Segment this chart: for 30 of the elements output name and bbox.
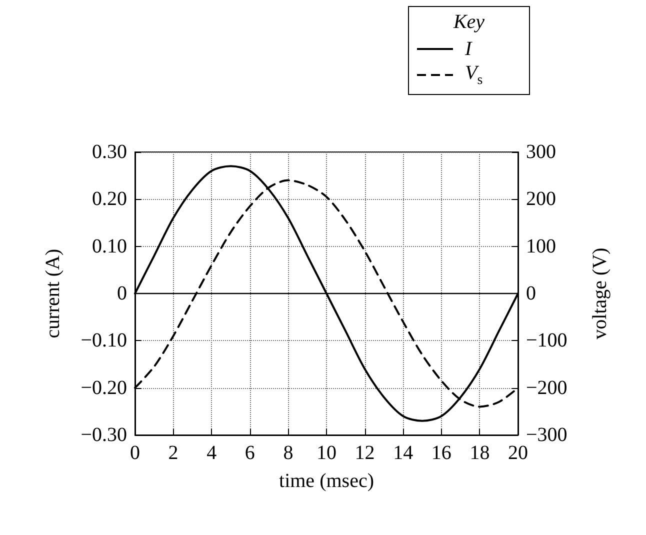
x-tick-label: 20: [508, 442, 528, 464]
y-tick-label: 0.20: [92, 188, 127, 210]
y2-tick-label: 0: [526, 282, 536, 304]
legend-label: I: [465, 38, 472, 60]
x-tick-label: 2: [168, 442, 178, 464]
y2-tick-label: −300: [526, 424, 568, 446]
y2-tick-label: 300: [526, 141, 556, 163]
x-tick-label: 14: [393, 442, 414, 464]
legend-label: V$_{s}$: [465, 62, 483, 88]
y-tick-label: 0: [117, 282, 127, 304]
x-axis-title: time (msec): [279, 470, 374, 492]
y-tick-label: 0.30: [92, 141, 127, 163]
y2-tick-label: −100: [526, 330, 568, 352]
y-tick-label: −0.10: [80, 330, 127, 352]
x-tick-label: 10: [316, 442, 336, 464]
y2-axis-title: voltage (V): [589, 248, 611, 340]
x-tick-label: 8: [283, 442, 294, 464]
x-tick-label: 6: [244, 442, 255, 464]
y-tick-label: 0.10: [92, 235, 127, 258]
x-tick-label: 18: [470, 442, 490, 464]
x-tick-label: 4: [206, 442, 217, 464]
y-tick-label: −0.20: [80, 376, 127, 399]
legend-title: Key: [452, 11, 486, 34]
y-axis-title: current (A): [42, 248, 64, 338]
x-tick-label: 16: [431, 442, 452, 464]
y2-tick-label: 200: [526, 188, 556, 210]
y2-tick-label: −200: [526, 376, 568, 399]
x-tick-label: 12: [354, 442, 375, 464]
y-tick-label: −0.30: [80, 424, 127, 446]
y2-tick-label: 100: [526, 235, 556, 258]
